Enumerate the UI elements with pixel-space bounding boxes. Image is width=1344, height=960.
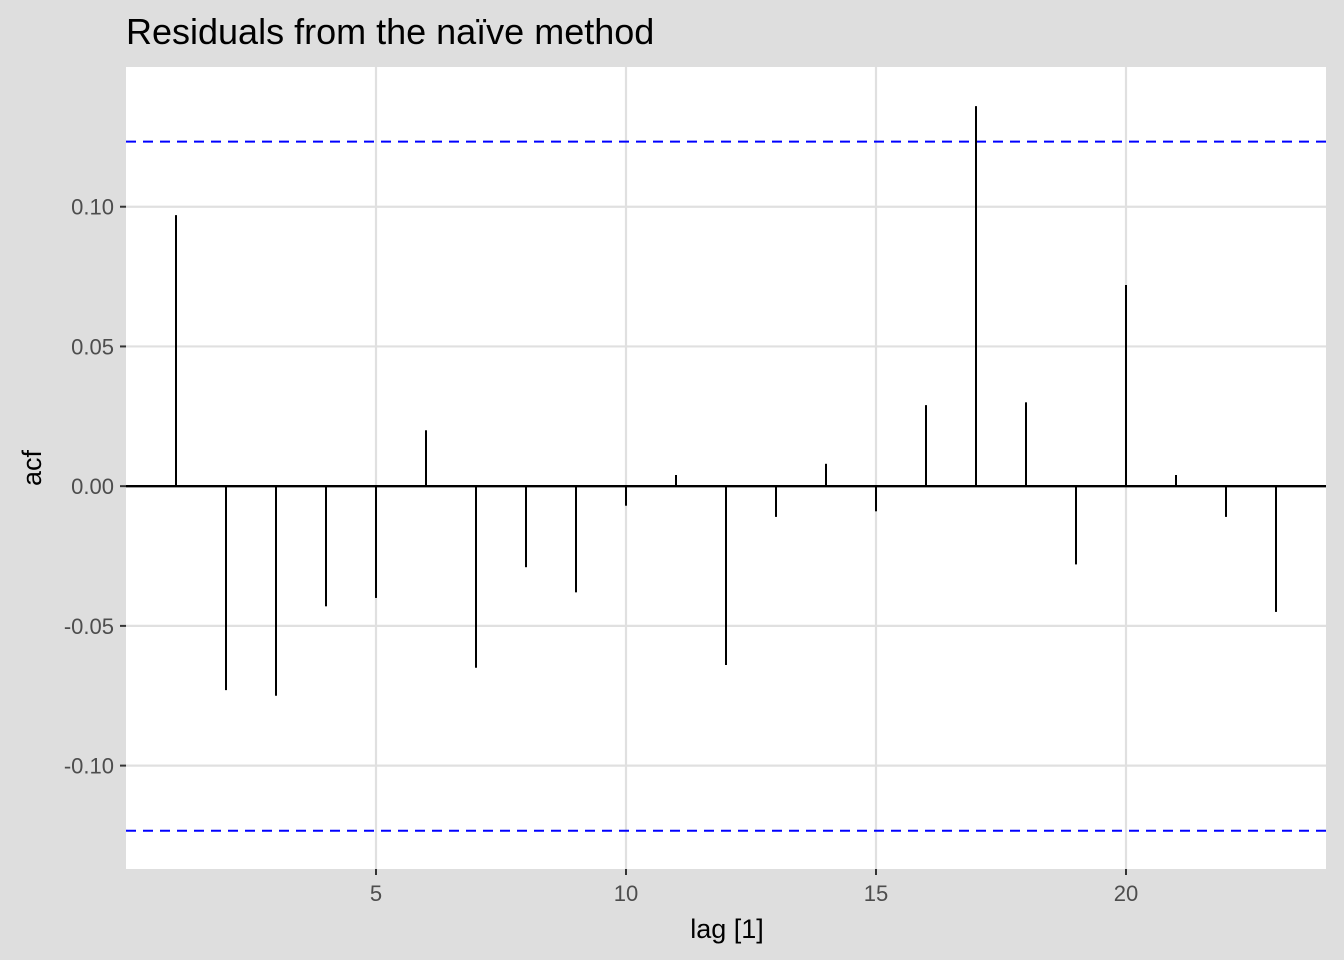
x-axis-ticks: 5 10 15 20 <box>370 869 1138 906</box>
acf-bars <box>175 106 1277 696</box>
y-axis-ticks: 0.10 0.05 0.00 -0.05 -0.10 <box>64 195 126 779</box>
y-axis-label: acf <box>17 449 47 486</box>
confidence-bounds <box>126 140 1326 832</box>
x-axis-label: lag [1] <box>690 914 764 944</box>
x-tick-label: 10 <box>614 881 638 906</box>
y-tick-label: 0.10 <box>71 195 114 220</box>
y-tick-label: 0.00 <box>71 474 114 499</box>
x-tick-label: 20 <box>1114 881 1138 906</box>
chart-title: Residuals from the naïve method <box>126 11 654 52</box>
y-tick-label: 0.05 <box>71 334 114 359</box>
x-tick-label: 15 <box>864 881 888 906</box>
y-tick-label: -0.05 <box>64 614 114 639</box>
x-tick-label: 5 <box>370 881 382 906</box>
plot-panel <box>126 67 1326 869</box>
y-tick-label: -0.10 <box>64 754 114 779</box>
